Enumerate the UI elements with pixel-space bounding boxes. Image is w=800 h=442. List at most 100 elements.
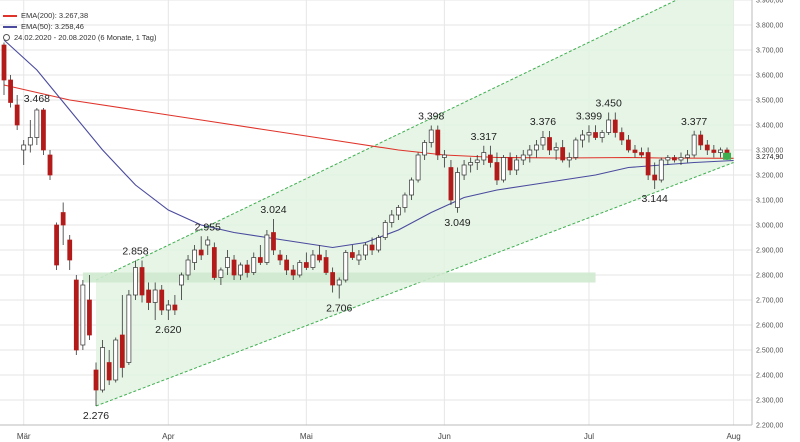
period-label: 24.02.2020 - 20.08.2020 (6 Monate, 1 Tag… (14, 33, 157, 42)
candle-body (34, 109, 40, 138)
candle-body (93, 369, 99, 391)
candle-body (172, 304, 178, 311)
candle-body (205, 239, 211, 246)
candle-body (626, 139, 631, 151)
candle-body (685, 154, 690, 158)
candle-body (303, 262, 309, 268)
candle-body (376, 237, 382, 251)
candle-body (402, 194, 408, 208)
trend-channel-upper-line (95, 0, 678, 281)
price-annotation: 3.049 (444, 217, 470, 229)
candle-body (290, 269, 296, 276)
ema200-swatch (3, 14, 17, 17)
y-tick-label: 2.500,00 (756, 348, 783, 355)
candle-body (520, 154, 526, 161)
candle-body (198, 249, 204, 256)
y-tick-label: 3.600,00 (756, 73, 783, 80)
candle-body (152, 289, 158, 303)
y-tick-label: 3.700,00 (756, 48, 783, 55)
candle-body (573, 139, 579, 158)
y-tick-label: 3.200,00 (756, 173, 783, 180)
candle-body (448, 167, 454, 201)
ema50-swatch (3, 25, 17, 28)
candle-body (441, 154, 447, 158)
price-annotation: 2.858 (122, 246, 148, 258)
candle-body (317, 254, 322, 261)
price-annotation: 3.377 (681, 116, 707, 128)
candle-body (159, 289, 165, 311)
x-tick-label: Apr (162, 432, 175, 441)
candle-body (382, 222, 388, 238)
candle-body (711, 149, 717, 153)
candle-body (336, 279, 342, 286)
candle-body (586, 132, 592, 136)
clock-icon (3, 34, 10, 41)
candle-body (369, 244, 375, 251)
price-annotation: 3.144 (642, 193, 668, 205)
candle-body (566, 157, 572, 161)
candle-body (251, 257, 257, 273)
candle-body (343, 252, 349, 281)
candle-body (8, 79, 13, 103)
candle-body (389, 214, 395, 223)
y-tick-label: 3.900,00 (756, 0, 783, 5)
candle-body (540, 137, 546, 146)
candle-body (310, 254, 316, 268)
candle-body (146, 289, 151, 303)
x-tick-label: Jul (584, 432, 594, 441)
candle-body (47, 154, 53, 176)
price-annotation: 2.706 (326, 303, 352, 315)
price-annotation: 3.376 (530, 116, 556, 128)
candle-body (225, 257, 230, 268)
candle-body (133, 267, 138, 296)
price-annotation: 3.450 (596, 98, 622, 110)
price-annotation: 3.024 (260, 204, 286, 216)
candle-body (474, 159, 480, 163)
candle-body (297, 262, 303, 276)
candle-body (21, 144, 27, 151)
candle-body (501, 157, 506, 181)
y-tick-label: 3.100,00 (756, 198, 783, 205)
candle-body (192, 249, 197, 263)
y-tick-label: 2.200,00 (756, 423, 783, 430)
candle-body (284, 259, 290, 271)
candle-body (60, 212, 66, 226)
candle-body (639, 152, 644, 156)
ema50-label: EMA(50): 3.258,46 (21, 22, 84, 31)
price-annotation: 2.620 (155, 324, 181, 336)
candle-body (606, 119, 612, 133)
candle-body (435, 129, 441, 156)
candle-body (652, 174, 658, 181)
price-annotation: 3.398 (418, 111, 444, 123)
candle-body (527, 149, 533, 156)
candle-body (363, 244, 368, 256)
candle-body (415, 154, 421, 181)
legend-item-ema200: EMA(200): 3.267,38 (3, 10, 156, 21)
candle-body (41, 109, 46, 151)
candle-body (211, 247, 217, 278)
candle-body (185, 259, 191, 276)
candle-body (395, 207, 401, 216)
candle-body (119, 334, 125, 368)
candle-body (718, 149, 723, 153)
candle-body (704, 144, 710, 151)
y-tick-label: 3.800,00 (756, 23, 783, 30)
candle-body (665, 157, 671, 161)
candle-body (218, 269, 224, 278)
candle-body (257, 257, 263, 263)
candle-body (678, 157, 684, 161)
candle-body (330, 272, 336, 286)
candle-body (481, 152, 487, 161)
y-tick-label: 2.400,00 (756, 373, 783, 380)
legend-item-period: 24.02.2020 - 20.08.2020 (6 Monate, 1 Tag… (3, 32, 156, 43)
candle-body (271, 232, 276, 251)
candle-body (645, 152, 651, 176)
candle-body (106, 362, 112, 381)
candle-body (619, 132, 625, 141)
price-annotation: 2.276 (83, 410, 109, 422)
candle-body (238, 264, 244, 276)
legend-item-ema50: EMA(50): 3.258,46 (3, 21, 156, 32)
y-tick-label: 3.500,00 (756, 98, 783, 105)
candle-body (658, 159, 664, 181)
